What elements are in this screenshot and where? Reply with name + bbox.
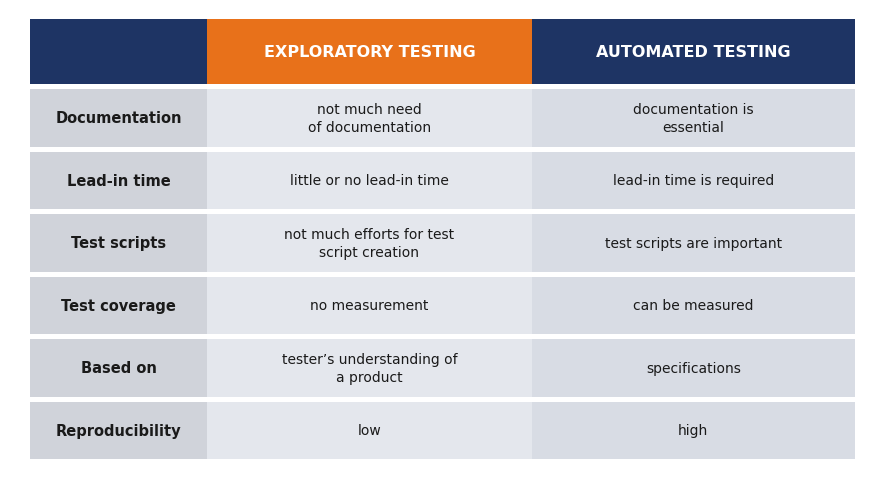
Text: little or no lead-in time: little or no lead-in time bbox=[290, 174, 449, 188]
Bar bbox=[207, 339, 532, 397]
Bar bbox=[30, 402, 207, 459]
Text: Lead-in time: Lead-in time bbox=[66, 173, 171, 188]
Bar bbox=[30, 90, 207, 147]
Text: documentation is
essential: documentation is essential bbox=[633, 102, 754, 135]
Text: Test scripts: Test scripts bbox=[71, 236, 166, 251]
Bar bbox=[532, 277, 855, 334]
Bar bbox=[30, 214, 207, 272]
Bar bbox=[207, 277, 532, 334]
Bar bbox=[30, 152, 207, 210]
Bar bbox=[207, 214, 532, 272]
Text: test scripts are important: test scripts are important bbox=[604, 236, 781, 250]
Text: specifications: specifications bbox=[646, 361, 741, 375]
Text: low: low bbox=[358, 424, 381, 438]
Bar bbox=[207, 402, 532, 459]
Text: no measurement: no measurement bbox=[311, 299, 428, 313]
Bar bbox=[207, 152, 532, 210]
Bar bbox=[532, 90, 855, 147]
Bar bbox=[532, 339, 855, 397]
Bar bbox=[532, 152, 855, 210]
Bar bbox=[30, 20, 207, 85]
Bar bbox=[207, 90, 532, 147]
Text: not much efforts for test
script creation: not much efforts for test script creatio… bbox=[284, 227, 455, 259]
Text: Based on: Based on bbox=[81, 361, 157, 376]
Text: tester’s understanding of
a product: tester’s understanding of a product bbox=[281, 352, 458, 384]
Text: AUTOMATED TESTING: AUTOMATED TESTING bbox=[596, 45, 790, 60]
Text: Test coverage: Test coverage bbox=[61, 298, 176, 313]
Text: high: high bbox=[678, 424, 708, 438]
Bar bbox=[532, 402, 855, 459]
Text: Reproducibility: Reproducibility bbox=[56, 423, 181, 438]
Bar bbox=[30, 339, 207, 397]
Bar bbox=[532, 20, 855, 85]
Bar bbox=[207, 20, 532, 85]
Text: lead-in time is required: lead-in time is required bbox=[612, 174, 773, 188]
Bar bbox=[532, 214, 855, 272]
Bar bbox=[30, 277, 207, 334]
Text: can be measured: can be measured bbox=[633, 299, 753, 313]
Text: not much need
of documentation: not much need of documentation bbox=[308, 102, 431, 135]
Text: Documentation: Documentation bbox=[56, 111, 182, 126]
Text: EXPLORATORY TESTING: EXPLORATORY TESTING bbox=[264, 45, 475, 60]
